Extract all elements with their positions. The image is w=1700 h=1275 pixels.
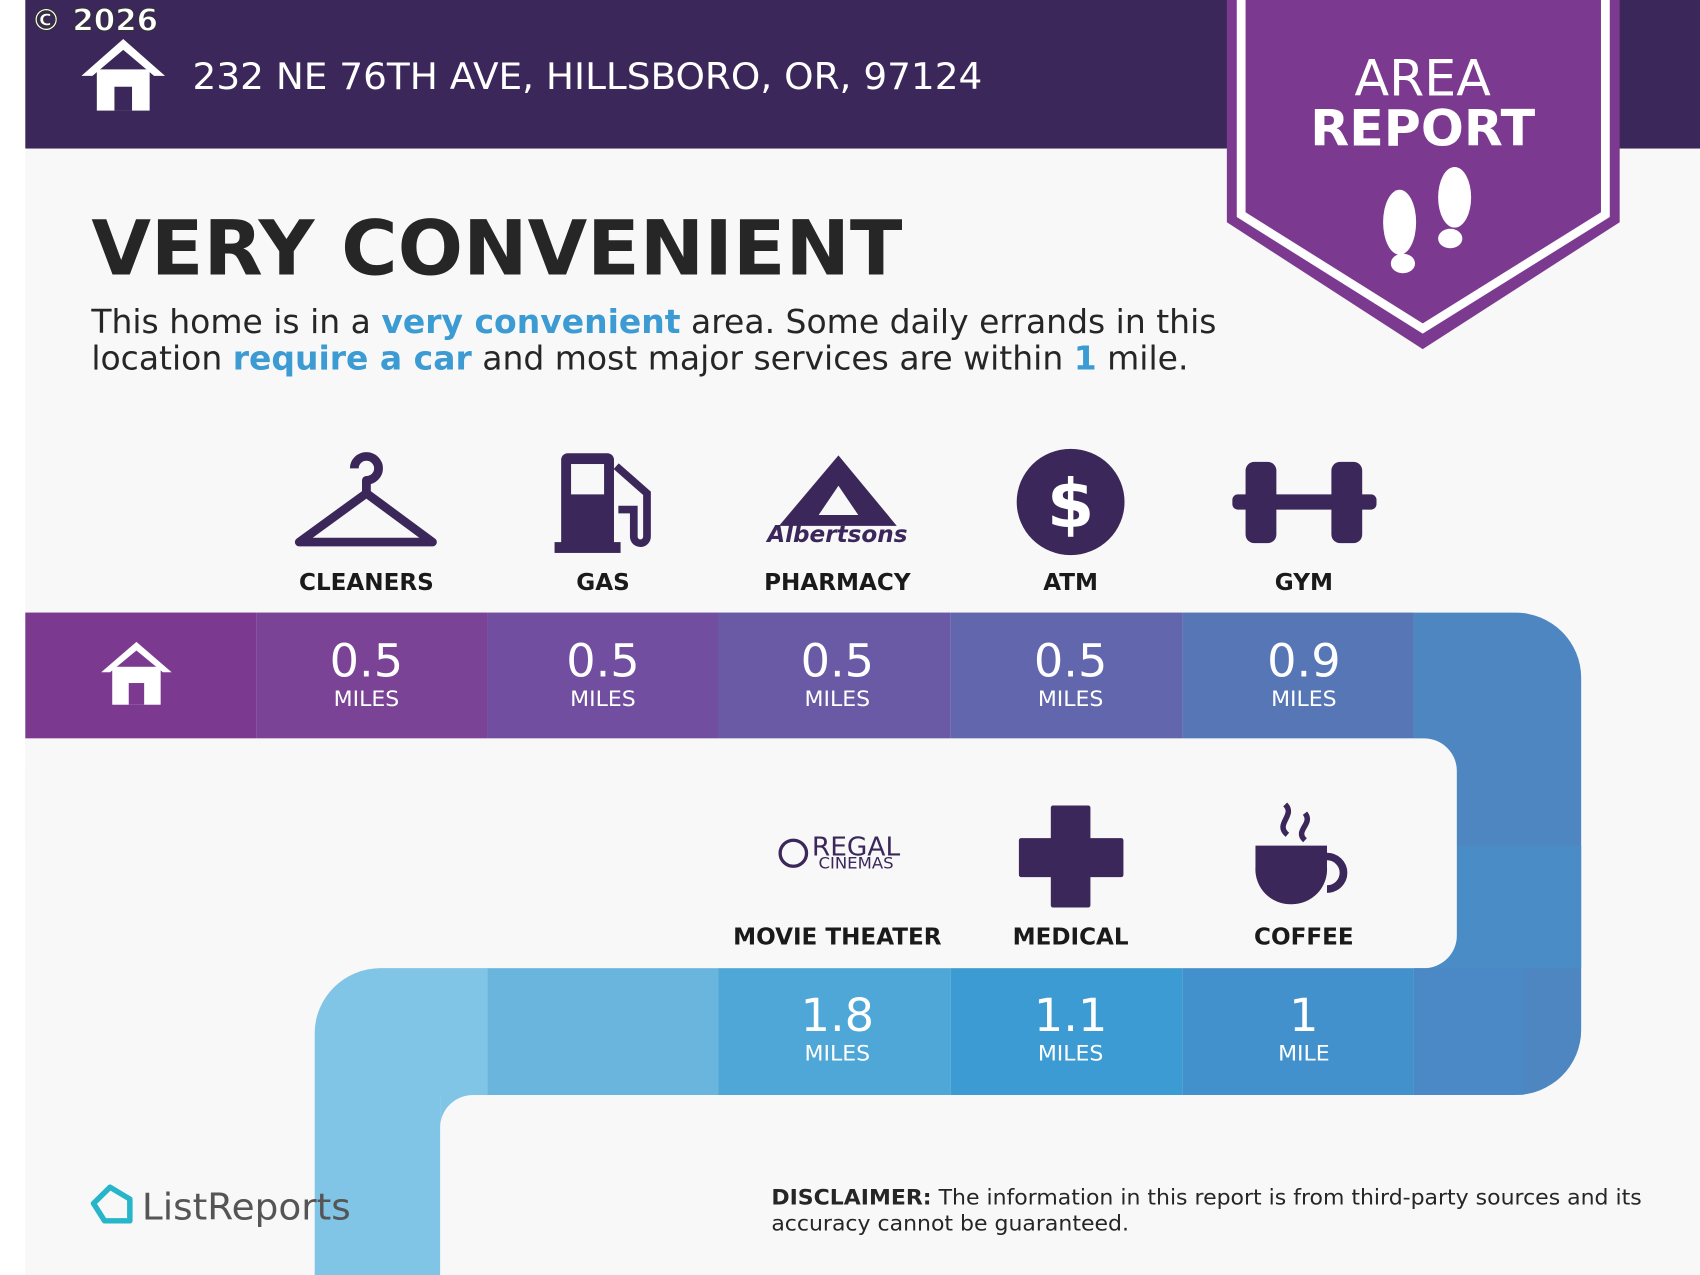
brand-icon — [90, 1184, 133, 1224]
home-icon — [101, 641, 172, 705]
home-icon — [81, 39, 166, 111]
amenity-distance: 0.9 — [1267, 634, 1340, 688]
pharmacy-logo: Albertsons — [765, 455, 907, 548]
disclaimer: DISCLAIMER: The information in this repo… — [771, 1186, 1641, 1211]
summary-segment: 1 — [1074, 340, 1097, 378]
logo-text: Albertsons — [765, 522, 907, 548]
amenity-unit: MILES — [1271, 687, 1337, 712]
summary-line: location require a car and most major se… — [91, 340, 1188, 378]
logo-text: CINEMAS — [818, 854, 893, 873]
amenity-unit: MILES — [1038, 687, 1104, 712]
footprints-icon — [1383, 166, 1472, 274]
gym-icon — [1232, 461, 1377, 544]
amenity-label: PHARMACY — [764, 570, 911, 596]
route — [25, 612, 1700, 1275]
brand: ListReports — [142, 1186, 351, 1229]
summary-line: This home is in a very convenient area. … — [90, 303, 1216, 341]
amenity-unit: MILES — [1038, 1041, 1104, 1066]
disclaimer-label: DISCLAIMER: — [771, 1186, 931, 1211]
amenity-unit: MILES — [805, 1041, 871, 1066]
badge-outline — [1236, 0, 1610, 334]
amenity-unit: MILES — [805, 687, 871, 712]
atm-icon — [1016, 448, 1125, 556]
summary-segment: This home is in a — [90, 303, 381, 341]
copyright: © 2026 — [31, 4, 158, 39]
summary-segment: require a car — [233, 340, 473, 378]
disclaimer-text: The information in this report is from t… — [938, 1186, 1642, 1211]
medical-icon — [1018, 805, 1124, 908]
summary-segment: very convenient — [381, 303, 680, 341]
summary-segment: and most major services are within — [472, 340, 1074, 378]
amenity-label: ATM — [1043, 570, 1098, 596]
amenity-distance: 0.5 — [801, 634, 874, 688]
headline: VERY CONVENIENT — [91, 205, 902, 293]
amenity-distance: 1.1 — [1034, 988, 1107, 1042]
logo-text: REGAL — [812, 833, 901, 863]
amenity-label: GAS — [576, 570, 629, 596]
badge-title: AREA — [1355, 49, 1491, 108]
summary-segment: location — [91, 340, 232, 378]
amenity-distance: 0.5 — [330, 634, 403, 688]
amenity-label: CLEANERS — [299, 570, 434, 596]
amenity-label: MEDICAL — [1013, 924, 1129, 950]
hanger-icon — [294, 452, 437, 547]
amenity-label: GYM — [1275, 570, 1333, 596]
amenity-distance: 0.5 — [1034, 634, 1107, 688]
summary-segment: area. Some daily errands in this — [681, 303, 1217, 341]
summary-segment: mile. — [1097, 340, 1189, 378]
amenity-unit: MILE — [1278, 1041, 1330, 1066]
disclaimer-text: accuracy cannot be guaranteed. — [771, 1212, 1129, 1237]
theater-logo: REGAL CINEMAS — [778, 833, 901, 873]
address: 232 NE 76TH AVE, HILLSBORO, OR, 97124 — [193, 55, 983, 98]
amenity-unit: MILES — [334, 687, 400, 712]
amenity-unit: MILES — [570, 687, 636, 712]
logo-text: $ — [1047, 464, 1094, 542]
amenity-label: COFFEE — [1254, 924, 1354, 950]
amenity-distance: 1.8 — [801, 988, 874, 1042]
gas-icon — [554, 453, 651, 553]
amenity-distance: 0.5 — [566, 634, 639, 688]
amenity-label: MOVIE THEATER — [733, 924, 942, 950]
badge-title: REPORT — [1310, 99, 1535, 158]
coffee-icon — [1255, 802, 1348, 905]
amenity-distance: 1 — [1289, 988, 1318, 1042]
